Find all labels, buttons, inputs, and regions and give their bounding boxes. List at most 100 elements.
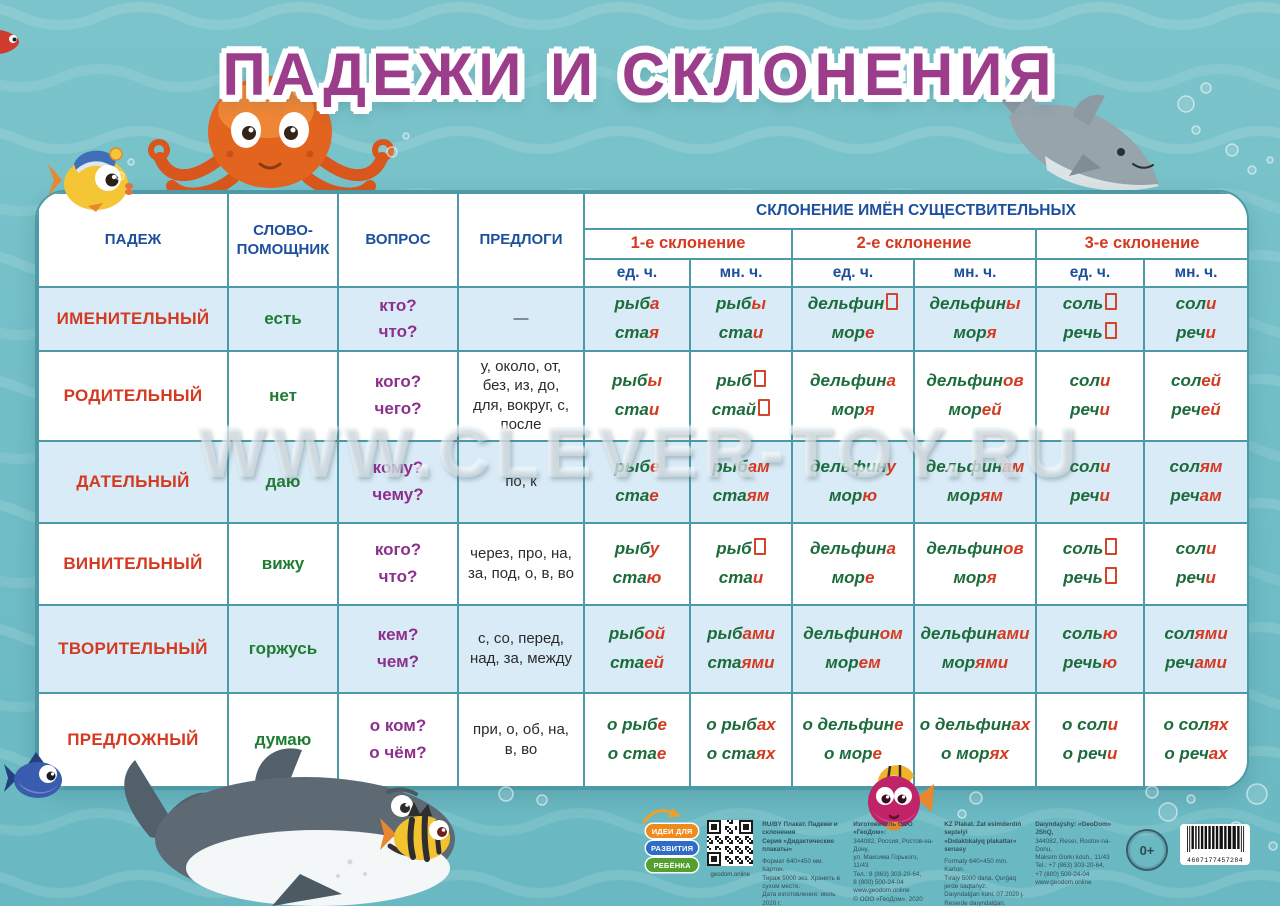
prepositions-cell: при, о, об, на, в, во	[457, 691, 585, 788]
col-header-singular-3: ед. ч.	[1035, 258, 1145, 288]
case-name-cell: ТВОРИТЕЛЬНЫЙ	[37, 603, 229, 694]
declension-cell: соли речи	[1035, 439, 1145, 524]
case-name-cell: ДАТЕЛЬНЫЙ	[37, 439, 229, 524]
declension-cell: дельфину морю	[791, 439, 915, 524]
helper-word-cell: думаю	[227, 691, 339, 788]
helper-word-cell: вижу	[227, 521, 339, 606]
watermark-text: WWW.CLEVER-TOY.RU	[198, 413, 1082, 493]
col-header-prepositions: ПРЕДЛОГИ	[457, 192, 585, 288]
col-header-plural-3: мн. ч.	[1142, 258, 1247, 288]
poster-title: ПАДЕЖИ И СКЛОНЕНИЯ	[222, 41, 1058, 108]
helper-word-cell: есть	[227, 286, 339, 352]
declension-table-grid: ПАДЕЖ СЛОВО-ПОМОЩНИК ВОПРОС ПРЕДЛОГИ СКЛ…	[37, 192, 1247, 788]
helper-word-cell: нет	[227, 349, 339, 442]
declension-cell: о рыбе о стае	[583, 691, 691, 788]
col-header-plural-1: мн. ч.	[689, 258, 793, 288]
question-cell: кем? чем?	[337, 603, 459, 694]
col-header-declension-group: СКЛОНЕНИЕ ИМЁН СУЩЕСТВИТЕЛЬНЫХ	[582, 192, 1247, 230]
declension-cell: о солях о речах	[1142, 691, 1247, 788]
age-rating-badge: 0+	[1126, 829, 1168, 871]
declension-cell: о дельфине о море	[791, 691, 915, 788]
declension-cell: дельфинам морям	[913, 439, 1037, 524]
prepositions-cell: с, со, перед, над, за, между	[457, 603, 585, 694]
imprint-column: Daıyndaýshy: «GeoDom» JShQ, 344082, Reseı…	[1035, 821, 1112, 887]
zero-ending-square	[758, 398, 771, 416]
logo-line-1: ИДЕИ ДЛЯ	[646, 824, 699, 838]
declension-cell: рыб стаи	[689, 521, 793, 606]
striped-fish-icon	[380, 802, 450, 862]
imprint-column: KZ Plakat. Zat esimderdiń septelýi «Dıdak…	[944, 821, 1025, 906]
imprint-columns: RU/BY Плакат. Падежи и склонения Серия «Д…	[762, 816, 1117, 906]
case-name-cell: РОДИТЕЛЬНЫЙ	[37, 349, 229, 442]
zero-ending-square	[886, 293, 899, 310]
question-cell: о ком? о чём?	[337, 691, 459, 788]
logo-line-3: РЕБЁНКА	[646, 858, 699, 872]
zero-ending-square	[1105, 537, 1118, 555]
col-header-singular-2: ед. ч.	[791, 258, 915, 288]
col-header-case: ПАДЕЖ	[37, 192, 229, 288]
declension-cell: рыбами стаями	[689, 603, 793, 694]
declension-cell: рыбу стаю	[583, 521, 691, 606]
declension-cell: рыбам стаям	[689, 439, 793, 524]
qr-code: geodom.online	[707, 816, 754, 878]
col-header-singular-1: ед. ч.	[583, 258, 691, 288]
imprint-column: Изготовитель ООО «ГеоДом»: 344082, Россия…	[853, 821, 934, 903]
declension-cell: о соли о речи	[1035, 691, 1145, 788]
zero-ending-square	[1104, 566, 1117, 584]
prepositions-cell: у, около, от, без, из, до, для, вокруг, …	[457, 349, 585, 442]
zero-ending-square	[753, 369, 766, 387]
declension-cell: солям речам	[1142, 439, 1247, 524]
declension-cell: рыбой стаей	[583, 603, 691, 694]
declension-cell: рыб стай	[689, 349, 793, 442]
qr-caption: geodom.online	[710, 872, 750, 878]
imprint-block: ИДЕИ ДЛЯ РАЗВИТИЯ РЕБЁНКА geodom.online …	[642, 808, 1117, 906]
declension-cell: солей речей	[1142, 349, 1247, 442]
declension-cell: дельфинов моря	[913, 521, 1037, 606]
declension-cell: соли речи	[1035, 349, 1145, 442]
question-cell: кого? чего?	[337, 349, 459, 442]
declension-cell: дельфин море	[791, 286, 915, 352]
declension-cell: рыбы стаи	[689, 286, 793, 352]
zero-ending-square	[753, 537, 766, 555]
declension-cell: дельфина море	[791, 521, 915, 606]
zero-ending-square	[1104, 321, 1117, 339]
declension-cell: рыба стая	[583, 286, 691, 352]
declension-cell: солями речами	[1142, 603, 1247, 694]
table-row: РОДИТЕЛЬНЫЙ нет кого? чего? у, около, от, бе…	[37, 349, 1247, 442]
declension-cell: рыбе стае	[583, 439, 691, 524]
col-header-plural-2: мн. ч.	[913, 258, 1037, 288]
qr-code-icon	[707, 820, 754, 866]
barcode-number: 4607177457284	[1187, 857, 1243, 864]
barcode: 4607177457284	[1180, 824, 1250, 865]
table-row: ПРЕДЛОЖНЫЙ думаю о ком? о чём? при, о, об, н…	[37, 691, 1247, 788]
case-name-cell: ПРЕДЛОЖНЫЙ	[37, 691, 229, 788]
declension-cell: рыбы стаи	[583, 349, 691, 442]
helper-word-cell: даю	[227, 439, 339, 524]
prepositions-cell: —	[457, 286, 585, 352]
col-header-declension-1: 1-е склонение	[583, 228, 793, 260]
declension-cell: солью речью	[1035, 603, 1145, 694]
declension-cell: дельфином морем	[791, 603, 915, 694]
arrow-icon	[642, 808, 681, 824]
table-row: ИМЕНИТЕЛЬНЫЙ есть кто? что? — рыба стая рыбы ста…	[37, 286, 1247, 352]
prepositions-cell: по, к	[457, 439, 585, 524]
col-header-declension-2: 2-е склонение	[791, 228, 1037, 260]
declension-table-body: ИМЕНИТЕЛЬНЫЙ есть кто? что? — рыба стая рыбы ста…	[37, 286, 1247, 788]
case-name-cell: ИМЕНИТЕЛЬНЫЙ	[37, 286, 229, 352]
declension-cell: о дельфинах о морях	[913, 691, 1037, 788]
col-header-helper: СЛОВО-ПОМОЩНИК	[227, 192, 339, 288]
barcode-icon	[1187, 826, 1245, 852]
zero-ending-square	[1105, 293, 1118, 310]
col-header-question: ВОПРОС	[337, 192, 459, 288]
case-name-cell: ВИНИТЕЛЬНЫЙ	[37, 521, 229, 606]
question-cell: кому? чему?	[337, 439, 459, 524]
declension-cell: соль речь	[1035, 521, 1145, 606]
prepositions-cell: через, про, на, за, под, о, в, во	[457, 521, 585, 606]
table-row: ДАТЕЛЬНЫЙ даю кому? чему? по, к рыбе стае рыбам…	[37, 439, 1247, 524]
publisher-logo: ИДЕИ ДЛЯ РАЗВИТИЯ РЕБЁНКА	[646, 816, 699, 872]
declension-cell: дельфина моря	[791, 349, 915, 442]
table-row: ВИНИТЕЛЬНЫЙ вижу кого? что? через, про, на, …	[37, 521, 1247, 606]
declension-cell: дельфинов морей	[913, 349, 1037, 442]
imprint-column: RU/BY Плакат. Падежи и склонения Серия «Д…	[762, 821, 840, 906]
helper-word-cell: горжусь	[227, 603, 339, 694]
